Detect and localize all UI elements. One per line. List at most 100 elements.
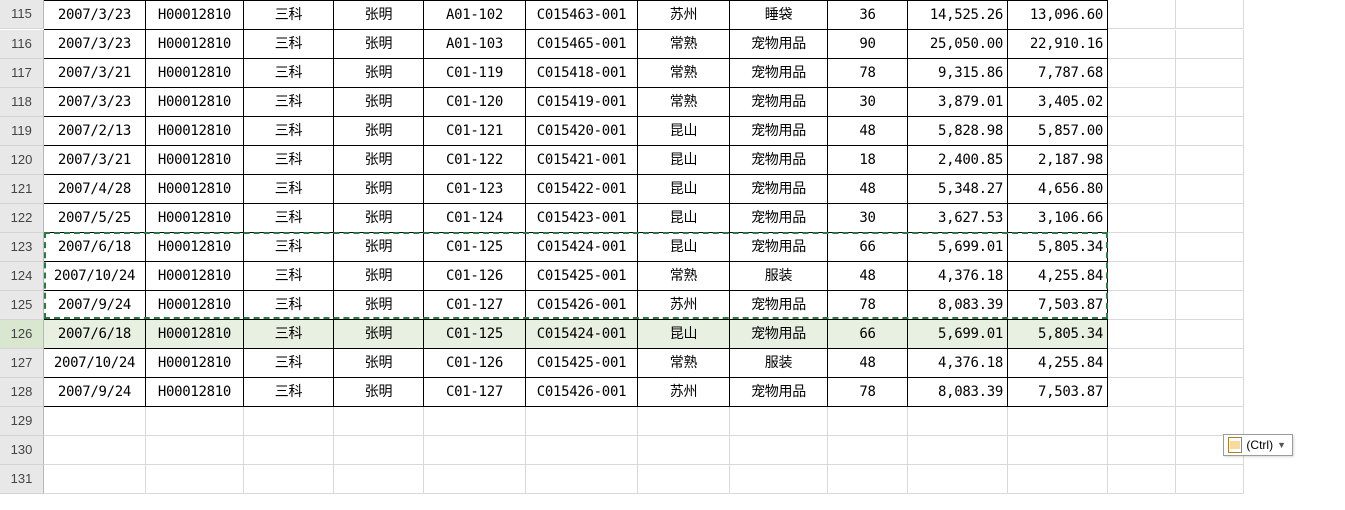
- cell-hcode[interactable]: H00012810: [146, 30, 244, 59]
- cell-amt1[interactable]: 8,083.39: [908, 291, 1008, 320]
- cell-loc[interactable]: [424, 407, 526, 436]
- cell-clerk[interactable]: 张明: [334, 262, 424, 291]
- cell-blank[interactable]: [1108, 465, 1176, 494]
- row-header[interactable]: 116: [0, 30, 44, 59]
- cell-hcode[interactable]: [146, 407, 244, 436]
- cell-amt1[interactable]: 4,376.18: [908, 262, 1008, 291]
- cell-loc[interactable]: C01-120: [424, 88, 526, 117]
- cell-blank[interactable]: [1108, 436, 1176, 465]
- cell-blank[interactable]: [1108, 320, 1176, 349]
- cell-clerk[interactable]: [334, 407, 424, 436]
- cell-cat[interactable]: 服装: [730, 349, 828, 378]
- cell-qty[interactable]: 48: [828, 117, 908, 146]
- cell-hcode[interactable]: H00012810: [146, 117, 244, 146]
- cell-loc[interactable]: C01-127: [424, 291, 526, 320]
- cell-doc[interactable]: [526, 465, 638, 494]
- cell-amt1[interactable]: 4,376.18: [908, 349, 1008, 378]
- row-header[interactable]: 125: [0, 291, 44, 320]
- cell-amt1[interactable]: 3,879.01: [908, 88, 1008, 117]
- cell-amt1[interactable]: 5,699.01: [908, 233, 1008, 262]
- cell-blank[interactable]: [1108, 117, 1176, 146]
- cell-doc[interactable]: C015424-001: [526, 320, 638, 349]
- cell-blank[interactable]: [1176, 175, 1244, 204]
- cell-qty[interactable]: 78: [828, 291, 908, 320]
- cell-hcode[interactable]: H00012810: [146, 349, 244, 378]
- cell-cat[interactable]: 宠物用品: [730, 175, 828, 204]
- cell-cat[interactable]: [730, 436, 828, 465]
- cell-amt2[interactable]: 3,405.02: [1008, 88, 1108, 117]
- cell-date[interactable]: 2007/3/23: [44, 30, 146, 59]
- cell-city[interactable]: 常熟: [638, 88, 730, 117]
- cell-cat[interactable]: 服装: [730, 262, 828, 291]
- cell-dept[interactable]: 三科: [244, 0, 334, 30]
- cell-city[interactable]: 昆山: [638, 320, 730, 349]
- cell-doc[interactable]: C015465-001: [526, 30, 638, 59]
- cell-cat[interactable]: 宠物用品: [730, 117, 828, 146]
- cell-loc[interactable]: C01-126: [424, 262, 526, 291]
- cell-clerk[interactable]: 张明: [334, 349, 424, 378]
- cell-amt1[interactable]: 5,348.27: [908, 175, 1008, 204]
- cell-loc[interactable]: C01-122: [424, 146, 526, 175]
- cell-qty[interactable]: [828, 407, 908, 436]
- cell-blank[interactable]: [1176, 117, 1244, 146]
- cell-cat[interactable]: 宠物用品: [730, 88, 828, 117]
- cell-amt2[interactable]: 5,857.00: [1008, 117, 1108, 146]
- cell-cat[interactable]: 宠物用品: [730, 320, 828, 349]
- cell-loc[interactable]: A01-102: [424, 0, 526, 30]
- cell-doc[interactable]: C015421-001: [526, 146, 638, 175]
- cell-doc[interactable]: C015425-001: [526, 262, 638, 291]
- cell-loc[interactable]: C01-125: [424, 320, 526, 349]
- cell-amt1[interactable]: [908, 465, 1008, 494]
- cell-blank[interactable]: [1176, 0, 1244, 29]
- cell-blank[interactable]: [1108, 175, 1176, 204]
- cell-amt1[interactable]: [908, 436, 1008, 465]
- cell-date[interactable]: 2007/10/24: [44, 262, 146, 291]
- cell-city[interactable]: 昆山: [638, 233, 730, 262]
- cell-dept[interactable]: 三科: [244, 204, 334, 233]
- cell-date[interactable]: 2007/3/21: [44, 59, 146, 88]
- cell-date[interactable]: 2007/5/25: [44, 204, 146, 233]
- cell-hcode[interactable]: H00012810: [146, 146, 244, 175]
- cell-doc[interactable]: C015463-001: [526, 0, 638, 30]
- cell-doc[interactable]: [526, 407, 638, 436]
- cell-cat[interactable]: 宠物用品: [730, 59, 828, 88]
- cell-date[interactable]: 2007/4/28: [44, 175, 146, 204]
- cell-qty[interactable]: [828, 465, 908, 494]
- cell-amt2[interactable]: 5,805.34: [1008, 320, 1108, 349]
- cell-city[interactable]: 苏州: [638, 0, 730, 30]
- cell-blank[interactable]: [1108, 59, 1176, 88]
- cell-hcode[interactable]: H00012810: [146, 175, 244, 204]
- cell-doc[interactable]: C015425-001: [526, 349, 638, 378]
- row-header[interactable]: 130: [0, 436, 44, 465]
- cell-cat[interactable]: 宠物用品: [730, 30, 828, 59]
- cell-qty[interactable]: 48: [828, 349, 908, 378]
- cell-qty[interactable]: 78: [828, 59, 908, 88]
- cell-dept[interactable]: 三科: [244, 262, 334, 291]
- cell-blank[interactable]: [1108, 262, 1176, 291]
- cell-doc[interactable]: C015423-001: [526, 204, 638, 233]
- cell-amt2[interactable]: [1008, 436, 1108, 465]
- row-header[interactable]: 124: [0, 262, 44, 291]
- cell-dept[interactable]: 三科: [244, 146, 334, 175]
- row-header[interactable]: 119: [0, 117, 44, 146]
- cell-city[interactable]: 苏州: [638, 291, 730, 320]
- cell-amt1[interactable]: 14,525.26: [908, 0, 1008, 30]
- cell-qty[interactable]: 66: [828, 320, 908, 349]
- cell-loc[interactable]: [424, 465, 526, 494]
- cell-loc[interactable]: C01-121: [424, 117, 526, 146]
- row-header[interactable]: 129: [0, 407, 44, 436]
- cell-doc[interactable]: C015422-001: [526, 175, 638, 204]
- cell-doc[interactable]: C015419-001: [526, 88, 638, 117]
- row-header[interactable]: 120: [0, 146, 44, 175]
- cell-amt2[interactable]: 4,255.84: [1008, 262, 1108, 291]
- cell-qty[interactable]: 30: [828, 88, 908, 117]
- cell-clerk[interactable]: 张明: [334, 0, 424, 30]
- cell-loc[interactable]: C01-126: [424, 349, 526, 378]
- cell-qty[interactable]: 78: [828, 378, 908, 407]
- cell-date[interactable]: 2007/6/18: [44, 233, 146, 262]
- cell-cat[interactable]: [730, 465, 828, 494]
- cell-hcode[interactable]: H00012810: [146, 291, 244, 320]
- cell-date[interactable]: [44, 436, 146, 465]
- cell-qty[interactable]: 48: [828, 262, 908, 291]
- cell-blank[interactable]: [1108, 204, 1176, 233]
